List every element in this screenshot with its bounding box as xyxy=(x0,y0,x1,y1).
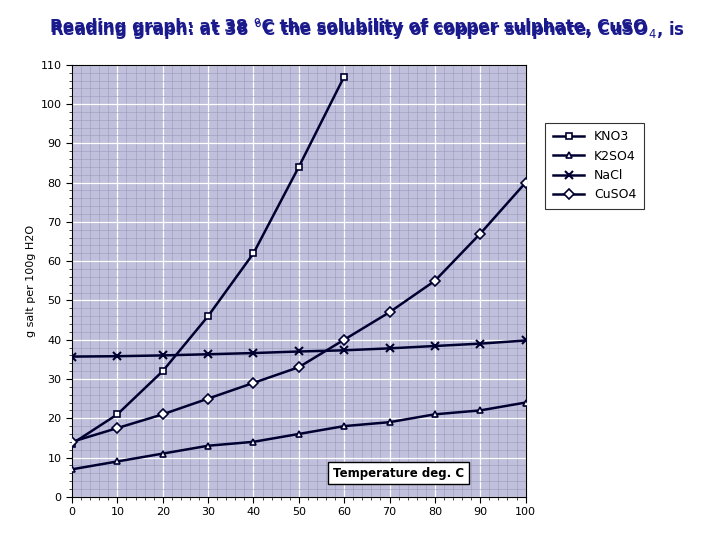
CuSO4 xyxy=(340,336,348,343)
CuSO4 xyxy=(113,425,122,431)
CuSO4 xyxy=(476,231,485,237)
K2SO4 xyxy=(249,438,258,445)
Line: CuSO4: CuSO4 xyxy=(68,179,529,446)
K2SO4 xyxy=(521,399,530,406)
Legend: KNO3, K2SO4, NaCl, CuSO4: KNO3, K2SO4, NaCl, CuSO4 xyxy=(546,123,644,208)
NaCl xyxy=(158,352,167,359)
Line: K2SO4: K2SO4 xyxy=(68,399,529,473)
Text: Temperature deg. C: Temperature deg. C xyxy=(333,467,464,480)
KNO3 xyxy=(158,368,167,374)
K2SO4 xyxy=(68,466,76,472)
KNO3 xyxy=(204,313,212,319)
NaCl xyxy=(294,348,303,355)
CuSO4 xyxy=(294,364,303,370)
KNO3 xyxy=(340,73,348,80)
CuSO4 xyxy=(249,380,258,386)
Line: NaCl: NaCl xyxy=(68,336,530,361)
K2SO4 xyxy=(476,407,485,414)
K2SO4 xyxy=(204,442,212,449)
K2SO4 xyxy=(113,458,122,465)
KNO3 xyxy=(249,250,258,256)
NaCl xyxy=(340,347,348,354)
Text: Reading graph: at 38 °C the solubility of copper sulphate, CuSO: Reading graph: at 38 °C the solubility o… xyxy=(50,18,648,36)
Line: KNO3: KNO3 xyxy=(68,73,348,447)
NaCl xyxy=(204,351,212,357)
KNO3 xyxy=(113,411,122,417)
CuSO4 xyxy=(158,411,167,417)
Text: Reading graph: at 38 °C the solubility of copper sulphate, CuSO$_4$, is: Reading graph: at 38 °C the solubility o… xyxy=(50,19,685,40)
K2SO4 xyxy=(294,431,303,437)
NaCl xyxy=(431,343,439,349)
CuSO4 xyxy=(204,395,212,402)
K2SO4 xyxy=(340,423,348,429)
Y-axis label: g salt per 100g H2O: g salt per 100g H2O xyxy=(27,225,37,337)
CuSO4 xyxy=(68,438,76,445)
KNO3 xyxy=(294,164,303,170)
CuSO4 xyxy=(521,179,530,186)
NaCl xyxy=(249,350,258,356)
CuSO4 xyxy=(385,309,394,315)
K2SO4 xyxy=(431,411,439,417)
NaCl xyxy=(521,338,530,344)
NaCl xyxy=(68,353,76,360)
K2SO4 xyxy=(158,450,167,457)
NaCl xyxy=(113,353,122,360)
NaCl xyxy=(385,345,394,352)
K2SO4 xyxy=(385,419,394,426)
KNO3 xyxy=(68,441,76,447)
CuSO4 xyxy=(431,278,439,284)
NaCl xyxy=(476,340,485,347)
